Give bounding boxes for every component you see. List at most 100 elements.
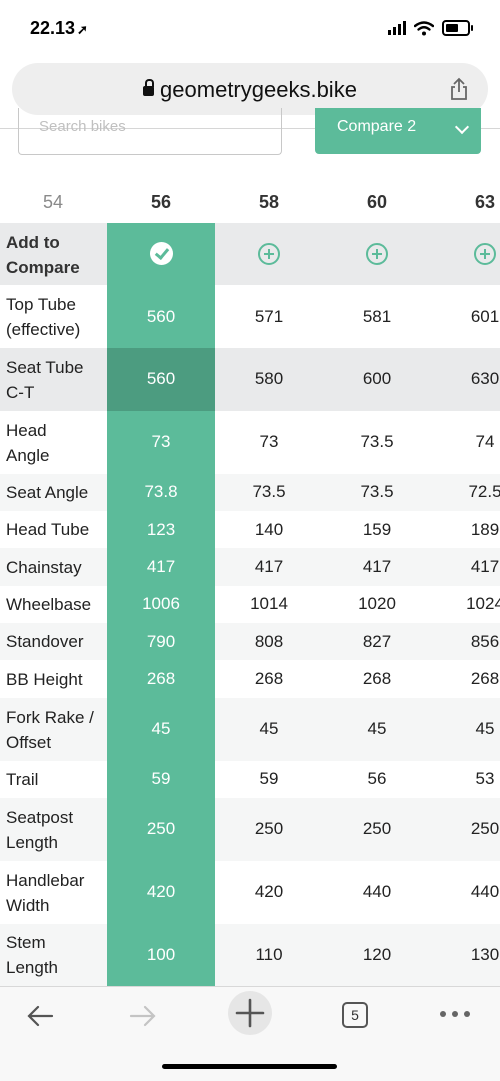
cell-value: 130	[470, 945, 500, 964]
selected-check-icon[interactable]	[150, 242, 173, 265]
cell-value: 74	[475, 432, 495, 451]
cell-value: 600	[362, 369, 392, 388]
wifi-icon	[414, 20, 434, 35]
row-label-seatpost: Seatpost Length	[6, 808, 74, 852]
cell-value: 45	[151, 719, 171, 738]
cell-value: 45	[475, 719, 495, 738]
more-dots-icon[interactable]	[438, 1009, 472, 1019]
table-row	[0, 474, 500, 511]
cell-value: 100	[146, 945, 176, 964]
row-label-standover: Standover	[6, 632, 84, 651]
row-label-trail: Trail	[6, 770, 39, 789]
compare-button[interactable]: Compare 2	[315, 108, 481, 154]
address-bar[interactable]: geometrygeeks.bike	[12, 63, 488, 115]
cell-value: 420	[146, 882, 176, 901]
size-header-60: 60	[366, 192, 388, 212]
cell-value: 417	[146, 557, 176, 576]
cell-value: 268	[146, 669, 176, 688]
compare-button-label: Compare 2	[337, 118, 417, 135]
status-icons	[388, 20, 473, 36]
row-label-seat-angle: Seat Angle	[6, 483, 89, 502]
cell-value: 73.8	[144, 482, 178, 501]
row-label-head-tube: Head Tube	[6, 520, 90, 539]
cell-value: 560	[146, 307, 176, 326]
status-bar: 22.13 ➚	[0, 0, 500, 58]
location-arrow-icon: ➚	[77, 22, 88, 37]
table-row-add-to-compare	[0, 223, 500, 285]
cell-value: 560	[146, 369, 176, 388]
row-label-chainstay: Chainstay	[6, 558, 82, 577]
cell-value: 268	[470, 669, 500, 688]
signal-bars-icon	[388, 21, 406, 35]
table-row	[0, 798, 500, 861]
cell-value: 630	[470, 369, 500, 388]
battery-icon	[442, 20, 473, 36]
cell-value: 72.5	[468, 482, 500, 501]
cell-value: 268	[362, 669, 392, 688]
cell-value: 581	[362, 307, 392, 326]
cell-value: 1006	[142, 594, 180, 613]
cell-value: 59	[259, 769, 279, 788]
cell-value: 580	[254, 369, 284, 388]
cell-value: 250	[254, 819, 284, 838]
back-arrow-icon[interactable]	[25, 1001, 55, 1031]
row-label-handlebar: Handlebar Width	[6, 871, 85, 915]
cell-value: 45	[367, 719, 387, 738]
cell-value: 417	[470, 557, 500, 576]
header-divider	[0, 128, 500, 129]
cell-value: 420	[254, 882, 284, 901]
size-header-63: 63	[474, 192, 496, 212]
chevron-down-icon	[454, 119, 470, 135]
row-label-seat-tube: Seat Tube C-T	[6, 358, 84, 402]
cell-value: 120	[362, 945, 392, 964]
add-compare-plus-icon[interactable]	[366, 243, 388, 265]
add-compare-plus-icon[interactable]	[258, 243, 280, 265]
lock-icon	[143, 79, 155, 96]
cell-value: 808	[254, 632, 284, 651]
row-label-bb-height: BB Height	[6, 670, 83, 689]
search-input[interactable]: Search bikes	[18, 108, 282, 155]
cell-value: 1024	[466, 594, 500, 613]
table-row	[0, 348, 500, 411]
address-url[interactable]: geometrygeeks.bike	[12, 77, 488, 103]
cell-value: 123	[146, 520, 176, 539]
home-indicator[interactable]	[162, 1064, 337, 1069]
tabs-icon[interactable]: 5	[342, 1002, 368, 1028]
add-compare-plus-icon[interactable]	[474, 243, 496, 265]
cell-value: 45	[259, 719, 279, 738]
cell-value: 268	[254, 669, 284, 688]
table-row	[0, 623, 500, 660]
share-icon[interactable]	[448, 77, 470, 101]
add-to-compare-label: Add to Compare	[6, 233, 80, 277]
cell-value: 73	[151, 432, 171, 451]
size-header-56: 56	[150, 192, 172, 212]
selected-size-column[interactable]	[107, 223, 215, 987]
cell-value: 571	[254, 307, 284, 326]
size-header-54: 54	[42, 192, 64, 212]
cell-value: 250	[362, 819, 392, 838]
new-tab-button[interactable]	[228, 991, 272, 1035]
cell-value: 140	[254, 520, 284, 539]
cell-value: 440	[362, 882, 392, 901]
cell-value: 73	[259, 432, 279, 451]
table-row	[0, 548, 500, 586]
row-label-top-tube: Top Tube (effective)	[6, 295, 81, 339]
cell-value: 73.5	[252, 482, 286, 501]
cell-value: 110	[255, 945, 283, 964]
cell-value: 417	[362, 557, 392, 576]
cell-value: 159	[362, 520, 392, 539]
cell-value: 73.5	[360, 482, 394, 501]
selected-cell-hover	[107, 348, 215, 411]
forward-arrow-icon[interactable]	[128, 1001, 158, 1031]
table-row	[0, 924, 500, 987]
cell-value: 73.5	[360, 432, 394, 451]
size-header-58: 58	[258, 192, 280, 212]
cell-value: 601	[470, 307, 500, 326]
cell-value: 59	[151, 769, 171, 788]
new-tab-plus-icon	[235, 998, 265, 1028]
cell-value: 417	[254, 557, 284, 576]
cell-value: 56	[367, 769, 387, 788]
cell-value: 250	[470, 819, 500, 838]
cell-value: 856	[470, 632, 500, 651]
row-label-wheelbase: Wheelbase	[6, 595, 92, 614]
